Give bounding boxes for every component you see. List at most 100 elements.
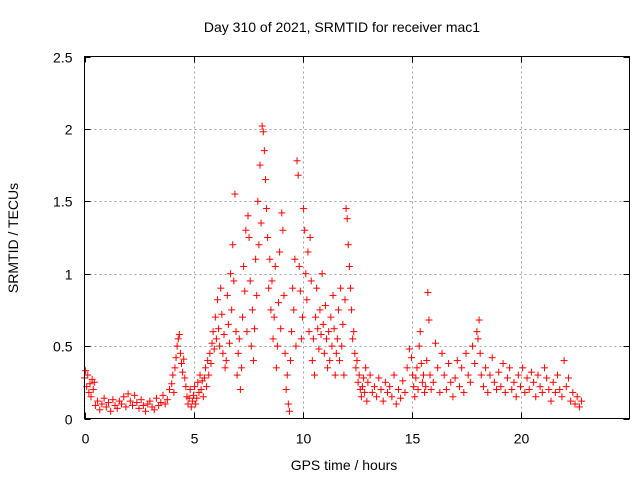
- data-point: [536, 383, 544, 391]
- data-point: [482, 364, 490, 372]
- data-point: [219, 349, 227, 357]
- data-point: [283, 371, 291, 379]
- data-point: [390, 371, 398, 379]
- data-point: [285, 407, 293, 415]
- data-point: [532, 393, 540, 401]
- data-point: [266, 255, 274, 263]
- data-point: [329, 291, 337, 299]
- data-point: [91, 401, 99, 409]
- data-point: [476, 349, 484, 357]
- data-point: [242, 226, 250, 234]
- data-point: [319, 320, 327, 328]
- data-point: [554, 371, 562, 379]
- data-point: [288, 328, 296, 336]
- data-point: [314, 325, 322, 333]
- data-point: [216, 342, 224, 350]
- data-point: [510, 378, 518, 386]
- data-point: [192, 400, 200, 408]
- data-point: [124, 390, 132, 398]
- data-point: [332, 349, 340, 357]
- data-point: [325, 328, 333, 336]
- data-point: [397, 394, 405, 402]
- data-point: [256, 161, 264, 169]
- data-point: [422, 383, 430, 391]
- data-point: [538, 388, 546, 396]
- data-point: [230, 277, 238, 285]
- data-point: [280, 291, 288, 299]
- data-point: [244, 212, 252, 220]
- data-point: [392, 400, 400, 408]
- data-point: [344, 241, 352, 249]
- data-point: [379, 397, 387, 405]
- data-point: [315, 345, 323, 353]
- data-point: [386, 383, 394, 391]
- data-point: [208, 339, 216, 347]
- data-point: [508, 386, 516, 394]
- data-point: [139, 401, 147, 409]
- data-point: [278, 209, 286, 217]
- data-point: [186, 386, 194, 394]
- data-point: [233, 371, 241, 379]
- data-point: [341, 296, 349, 304]
- data-point: [142, 407, 150, 415]
- data-point: [431, 339, 439, 347]
- data-point: [569, 388, 577, 396]
- data-point: [424, 289, 432, 297]
- data-point: [401, 388, 409, 396]
- grid-lines: [84, 56, 630, 419]
- y-tick-label: 1: [65, 267, 73, 283]
- data-point: [475, 316, 483, 324]
- data-point: [228, 306, 236, 314]
- data-point: [549, 378, 557, 386]
- data-point: [187, 403, 195, 411]
- data-point: [87, 393, 95, 401]
- data-point: [128, 401, 136, 409]
- data-point: [282, 386, 290, 394]
- data-point: [373, 393, 381, 401]
- data-point: [312, 313, 320, 321]
- data-point: [82, 367, 90, 375]
- data-point: [351, 349, 359, 357]
- data-point: [308, 357, 316, 365]
- data-point: [182, 383, 190, 391]
- data-point: [120, 393, 128, 401]
- data-point: [168, 380, 176, 388]
- data-point: [353, 357, 361, 365]
- data-point: [556, 386, 564, 394]
- data-point: [84, 371, 92, 379]
- data-point: [303, 296, 311, 304]
- data-point: [184, 400, 192, 408]
- data-point: [355, 371, 363, 379]
- data-point: [346, 284, 354, 292]
- data-point: [113, 404, 121, 412]
- data-point: [326, 357, 334, 365]
- data-point: [175, 331, 183, 339]
- data-point: [564, 374, 572, 382]
- data-point: [270, 313, 278, 321]
- data-point: [293, 157, 301, 165]
- data-point: [530, 378, 538, 386]
- data-point: [340, 371, 348, 379]
- data-point: [447, 378, 455, 386]
- data-point: [497, 383, 505, 391]
- data-point: [253, 291, 261, 299]
- data-point: [217, 284, 225, 292]
- data-point: [100, 394, 108, 402]
- data-point: [573, 393, 581, 401]
- x-tick-label: 10: [296, 431, 312, 447]
- data-point: [292, 342, 300, 350]
- data-point: [304, 248, 312, 256]
- data-point: [519, 364, 527, 372]
- y-tick-label: 0.5: [53, 339, 73, 355]
- data-point: [275, 299, 283, 307]
- y-tick-label: 0: [65, 412, 73, 428]
- data-point: [434, 364, 442, 372]
- data-point: [571, 400, 579, 408]
- data-point: [171, 364, 179, 372]
- data-point: [299, 313, 306, 321]
- data-point: [337, 284, 345, 292]
- data-point: [290, 306, 298, 314]
- data-point: [464, 371, 472, 379]
- data-point: [540, 364, 548, 372]
